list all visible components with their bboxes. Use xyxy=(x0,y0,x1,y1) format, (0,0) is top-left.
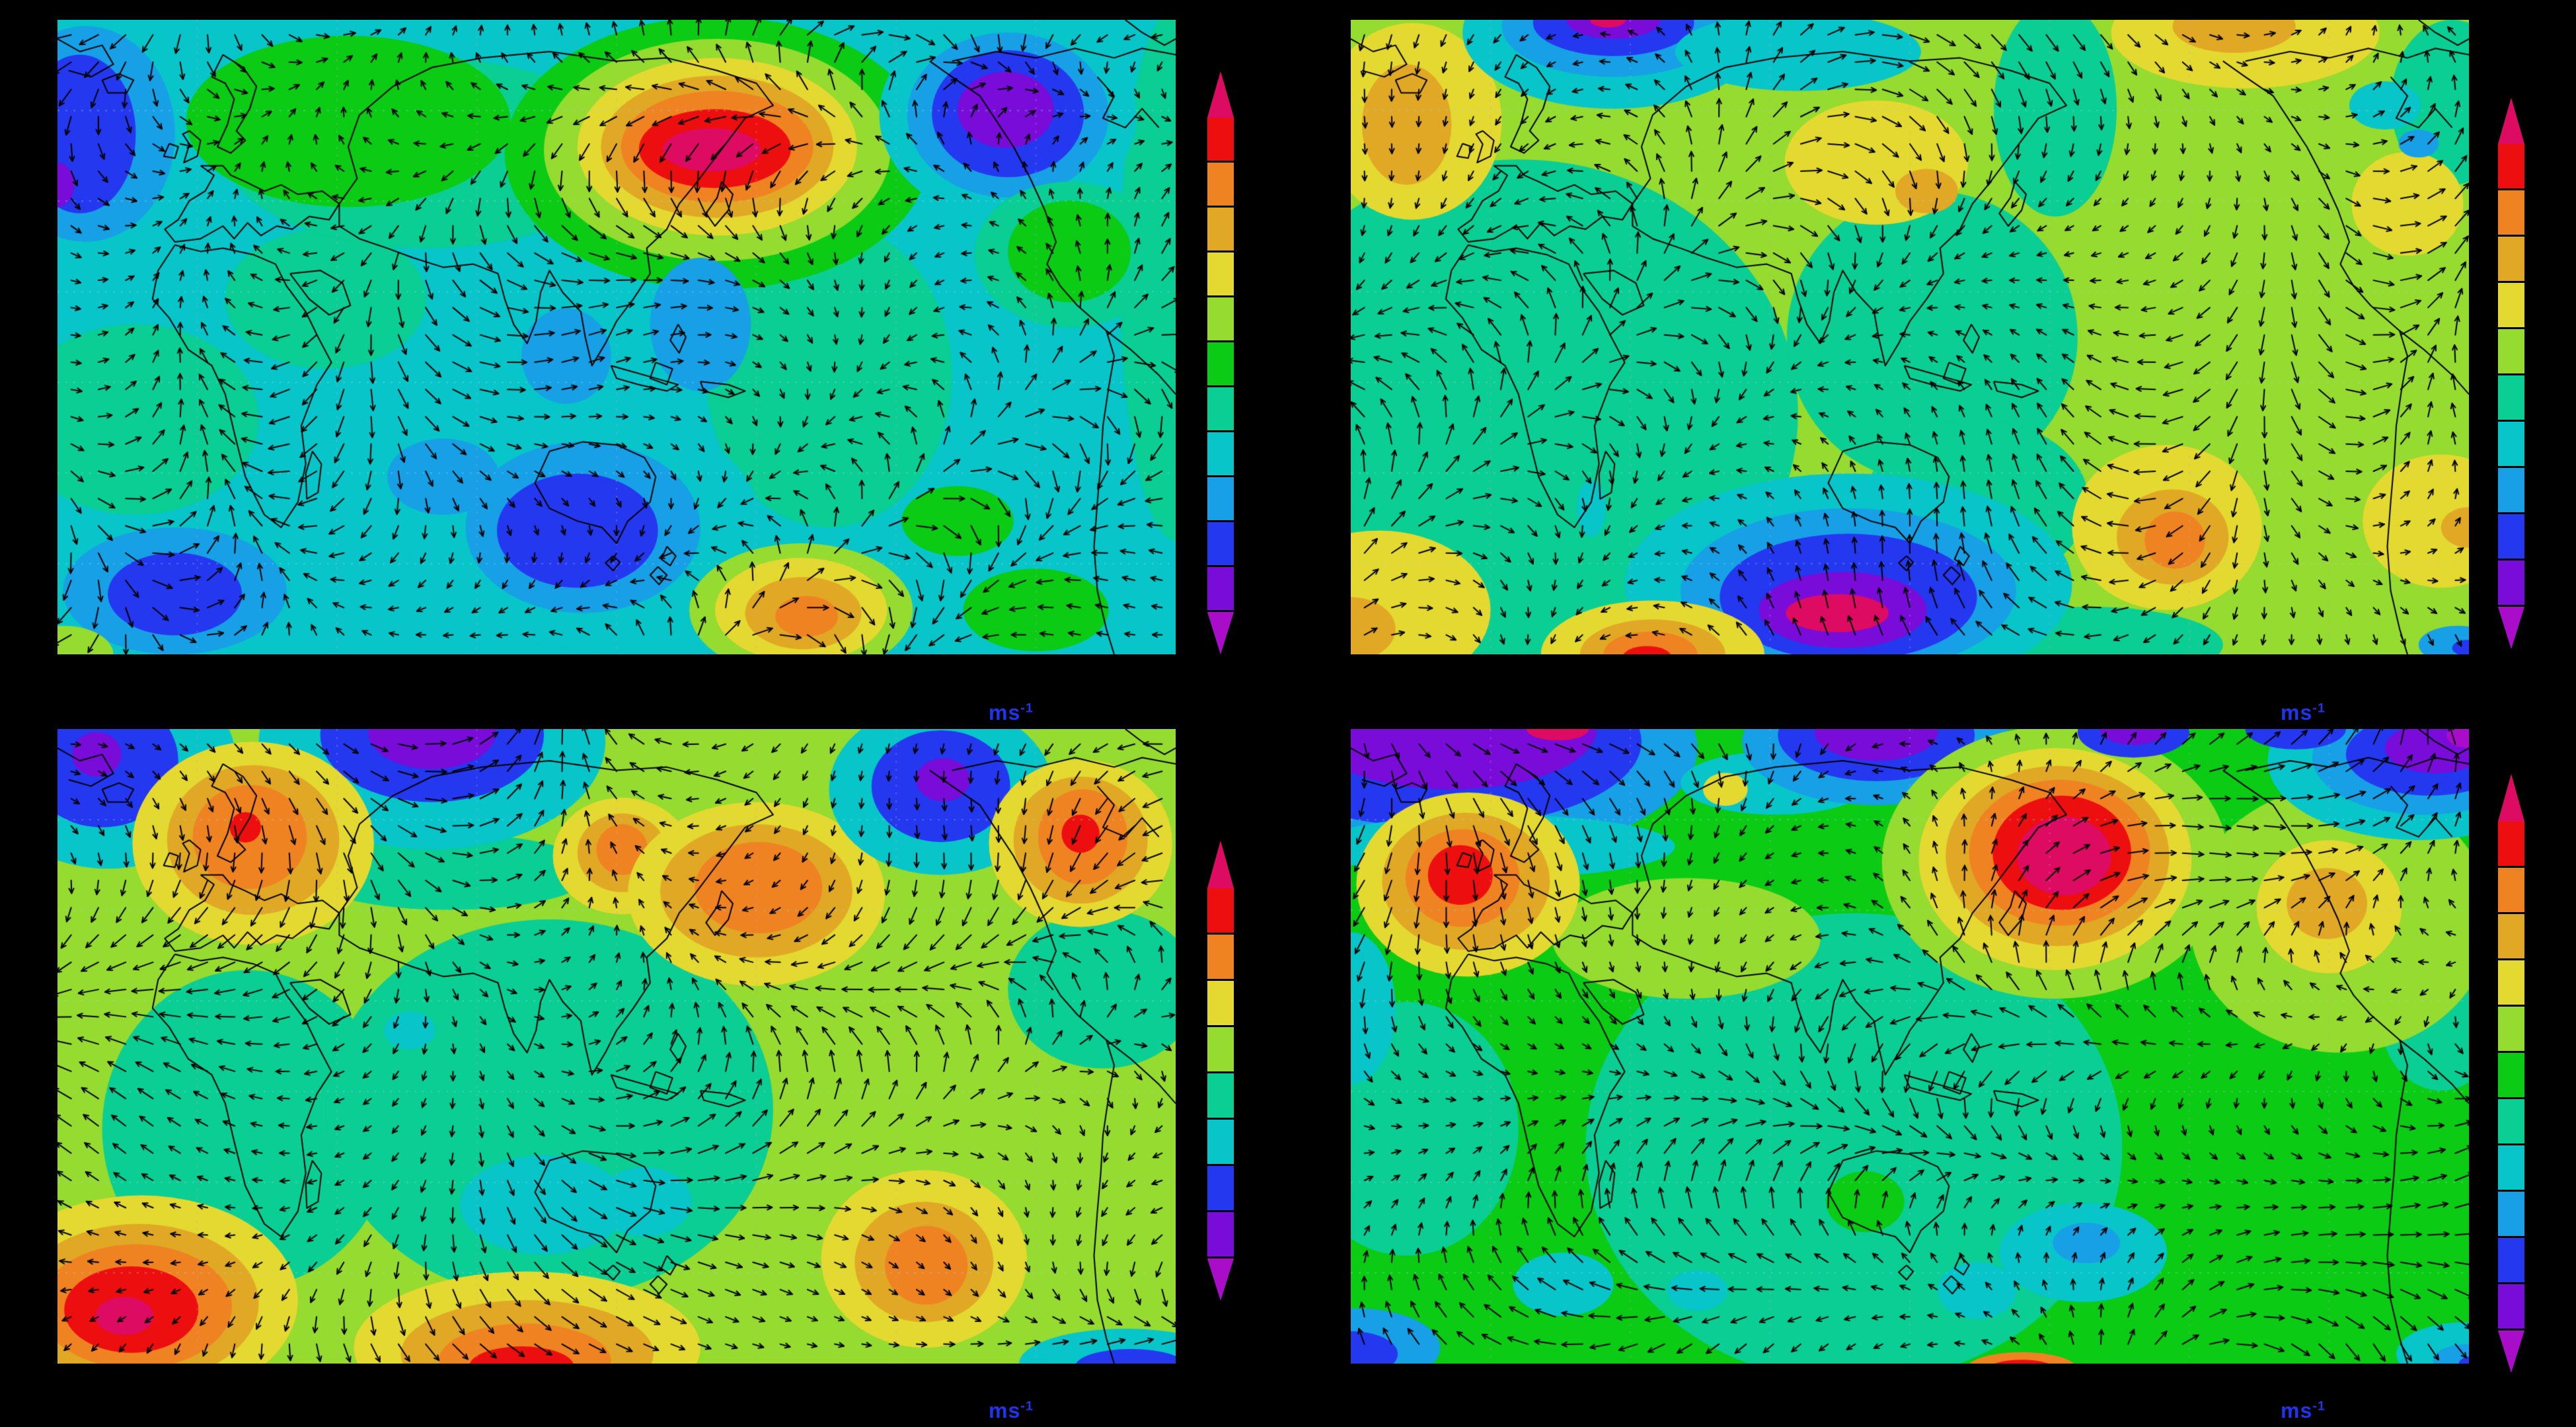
units-label-bottom-right: ms-1 xyxy=(2254,1399,2353,1423)
colorbar-over-arrow xyxy=(1207,71,1234,118)
colorbar-top-left xyxy=(1207,71,1234,654)
map-canvas-bottom-right xyxy=(1351,729,2469,1364)
colorbar-segment-red xyxy=(2498,822,2524,866)
colorbar-segment-green xyxy=(2498,1053,2524,1097)
colorbar-segment-emerald xyxy=(1207,387,1234,430)
colorbar-bottom-right xyxy=(2498,774,2524,1373)
units-label-bottom-left: ms-1 xyxy=(962,1399,1061,1423)
map-canvas-top-right xyxy=(1351,20,2469,654)
colorbar-top-right xyxy=(2498,98,2524,649)
colorbar-segment-sky xyxy=(2498,468,2524,512)
panel-top-left xyxy=(57,20,1176,654)
colorbar-segment-emerald xyxy=(1207,1073,1234,1118)
units-exponent: -1 xyxy=(2312,701,2326,716)
units-text: ms xyxy=(2281,701,2313,724)
colorbar-segment-yellowgreen xyxy=(1207,297,1234,340)
panel-bottom-left xyxy=(57,729,1176,1364)
colorbar-over-arrow xyxy=(2498,98,2524,144)
colorbar-segment-violet xyxy=(1207,567,1234,610)
colorbar-segment-orange xyxy=(1207,163,1234,206)
units-label-top-left: ms-1 xyxy=(962,701,1061,725)
colorbar-segment-yellow xyxy=(2498,283,2524,327)
colorbar-segment-yellowgreen xyxy=(2498,1007,2524,1051)
map-canvas-top-left xyxy=(57,20,1176,654)
colorbar-segment-cyan xyxy=(1207,1120,1234,1164)
colorbar-segment-gold xyxy=(2498,914,2524,958)
colorbar-segment-yellow xyxy=(2498,960,2524,1005)
panel-bottom-right xyxy=(1351,729,2469,1364)
colorbar-segment-blue xyxy=(2498,1238,2524,1282)
colorbar-segment-violet xyxy=(2498,560,2524,605)
colorbar-segment-orange xyxy=(2498,868,2524,912)
colorbar-segment-orange xyxy=(2498,190,2524,235)
colorbar-segment-yellow xyxy=(1207,981,1234,1025)
colorbar-segment-green xyxy=(1207,342,1234,385)
colorbar-under-arrow xyxy=(1207,612,1234,654)
colorbar-under-arrow xyxy=(1207,1258,1234,1301)
units-text: ms xyxy=(989,701,1021,724)
units-exponent: -1 xyxy=(2312,1399,2326,1414)
colorbar-segment-violet xyxy=(1207,1212,1234,1256)
colorbar-segment-emerald xyxy=(2498,1099,2524,1143)
colorbar-segment-sky xyxy=(1207,477,1234,520)
units-exponent: -1 xyxy=(1020,701,1034,716)
colorbar-segment-sky xyxy=(2498,1192,2524,1236)
colorbar-segment-cyan xyxy=(2498,422,2524,466)
colorbar-segment-violet xyxy=(2498,1284,2524,1329)
panel-top-right xyxy=(1351,20,2469,654)
colorbar-segment-gold xyxy=(2498,237,2524,281)
units-label-top-right: ms-1 xyxy=(2254,701,2353,725)
colorbar-segment-yellowgreen xyxy=(2498,329,2524,373)
colorbar-segment-emerald xyxy=(2498,375,2524,420)
units-text: ms xyxy=(989,1399,1021,1422)
colorbar-segment-cyan xyxy=(2498,1145,2524,1190)
units-exponent: -1 xyxy=(1020,1399,1034,1414)
colorbar-segment-red xyxy=(2498,144,2524,188)
colorbar-segment-blue xyxy=(1207,1166,1234,1210)
colorbar-segment-red xyxy=(1207,118,1234,161)
colorbar-segment-yellowgreen xyxy=(1207,1027,1234,1071)
colorbar-under-arrow xyxy=(2498,1331,2524,1373)
colorbar-segment-gold xyxy=(1207,208,1234,251)
colorbar-over-arrow xyxy=(1207,841,1234,888)
colorbar-over-arrow xyxy=(2498,774,2524,822)
colorbar-segment-cyan xyxy=(1207,432,1234,475)
colorbar-segment-orange xyxy=(1207,935,1234,979)
colorbar-segment-yellow xyxy=(1207,252,1234,295)
colorbar-bottom-left xyxy=(1207,841,1234,1301)
colorbar-segment-blue xyxy=(1207,522,1234,565)
colorbar-segment-red xyxy=(1207,888,1234,933)
colorbar-segment-blue xyxy=(2498,514,2524,559)
colorbar-under-arrow xyxy=(2498,607,2524,649)
map-canvas-bottom-left xyxy=(57,729,1176,1364)
units-text: ms xyxy=(2281,1399,2313,1422)
